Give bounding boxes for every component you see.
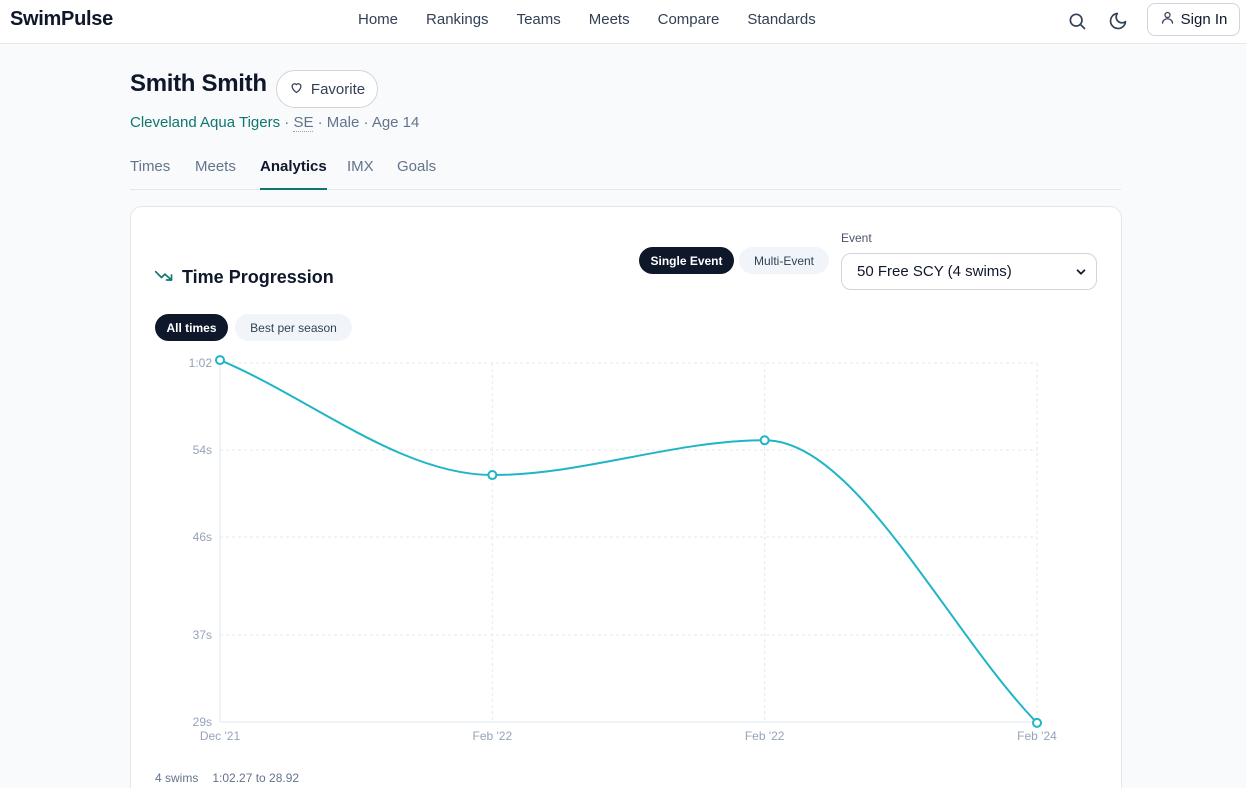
filter-all-times[interactable]: All times — [155, 314, 228, 341]
single-event-toggle[interactable]: Single Event — [639, 247, 734, 274]
card-title: Time Progression — [154, 265, 334, 290]
page-title: Smith Smith — [130, 70, 267, 97]
profile-tabs: Times Meets Analytics IMX Goals — [130, 156, 1121, 190]
moon-icon[interactable] — [1106, 9, 1130, 33]
chevron-down-icon — [1074, 265, 1088, 283]
meta-separator: · — [280, 114, 294, 131]
series-line — [219, 359, 1038, 724]
heart-icon — [289, 80, 304, 99]
tab-imx[interactable]: IMX — [347, 158, 374, 175]
sign-in-button[interactable]: Sign In — [1147, 3, 1240, 36]
team-link[interactable]: Cleveland Aqua Tigers — [130, 114, 281, 131]
x-tick-label: Feb '22 — [473, 729, 513, 743]
x-tick-label: Dec '21 — [200, 729, 241, 743]
data-point[interactable] — [759, 435, 770, 446]
search-icon[interactable] — [1065, 9, 1089, 33]
multi-event-toggle[interactable]: Multi-Event — [739, 247, 829, 274]
x-tick-label: Feb '24 — [1017, 729, 1057, 743]
event-label: Event — [841, 231, 872, 245]
chart-footer: 4 swims 1:02.27 to 28.92 — [155, 771, 299, 785]
tab-meets[interactable]: Meets — [195, 158, 236, 175]
favorite-label: Favorite — [310, 80, 366, 98]
y-tick-label: 1:02 — [189, 356, 213, 370]
y-tick-label: 37s — [193, 628, 212, 642]
data-point[interactable] — [1032, 717, 1042, 728]
tab-goals[interactable]: Goals — [397, 158, 437, 175]
y-tick-label: 46s — [193, 530, 212, 544]
x-tick-label: Feb '22 — [745, 729, 785, 743]
region-abbr: SE — [293, 114, 314, 132]
nav-standards[interactable]: Standards — [747, 11, 816, 28]
analytics-card — [130, 206, 1122, 788]
nav-compare[interactable]: Compare — [657, 11, 720, 28]
nav-home[interactable]: Home — [358, 11, 399, 28]
event-select[interactable]: 50 Free SCY (4 swims) — [841, 253, 1097, 290]
data-point[interactable] — [487, 470, 498, 481]
swim-count: 4 swims — [155, 771, 199, 785]
data-point[interactable] — [215, 355, 225, 366]
main-nav: Home Rankings Teams Meets Compare Standa… — [358, 11, 844, 28]
sign-in-label: Sign In — [1180, 11, 1228, 28]
swimmer-meta: Cleveland Aqua Tigers · SE · Male · Age … — [130, 114, 420, 132]
nav-rankings[interactable]: Rankings — [426, 11, 489, 28]
trending-down-icon — [154, 265, 174, 290]
tab-analytics[interactable]: Analytics — [260, 158, 327, 190]
event-select-value: 50 Free SCY (4 swims) — [857, 263, 1012, 280]
time-range: 1:02.27 to 28.92 — [212, 771, 300, 785]
brand-logo[interactable]: SwimPulse — [10, 8, 113, 30]
user-icon — [1160, 10, 1175, 29]
y-tick-label: 54s — [193, 443, 212, 457]
y-tick-label: 29s — [193, 715, 212, 729]
card-title-text: Time Progression — [182, 267, 334, 287]
favorite-button[interactable]: Favorite — [276, 70, 378, 108]
filter-best-per-season[interactable]: Best per season — [235, 314, 352, 341]
top-navbar: SwimPulse Home Rankings Teams Meets Comp… — [0, 0, 1246, 44]
nav-teams[interactable]: Teams — [516, 11, 561, 28]
nav-meets[interactable]: Meets — [588, 11, 630, 28]
gender-age: · Male · Age 14 — [313, 114, 420, 131]
tab-times[interactable]: Times — [130, 158, 171, 175]
